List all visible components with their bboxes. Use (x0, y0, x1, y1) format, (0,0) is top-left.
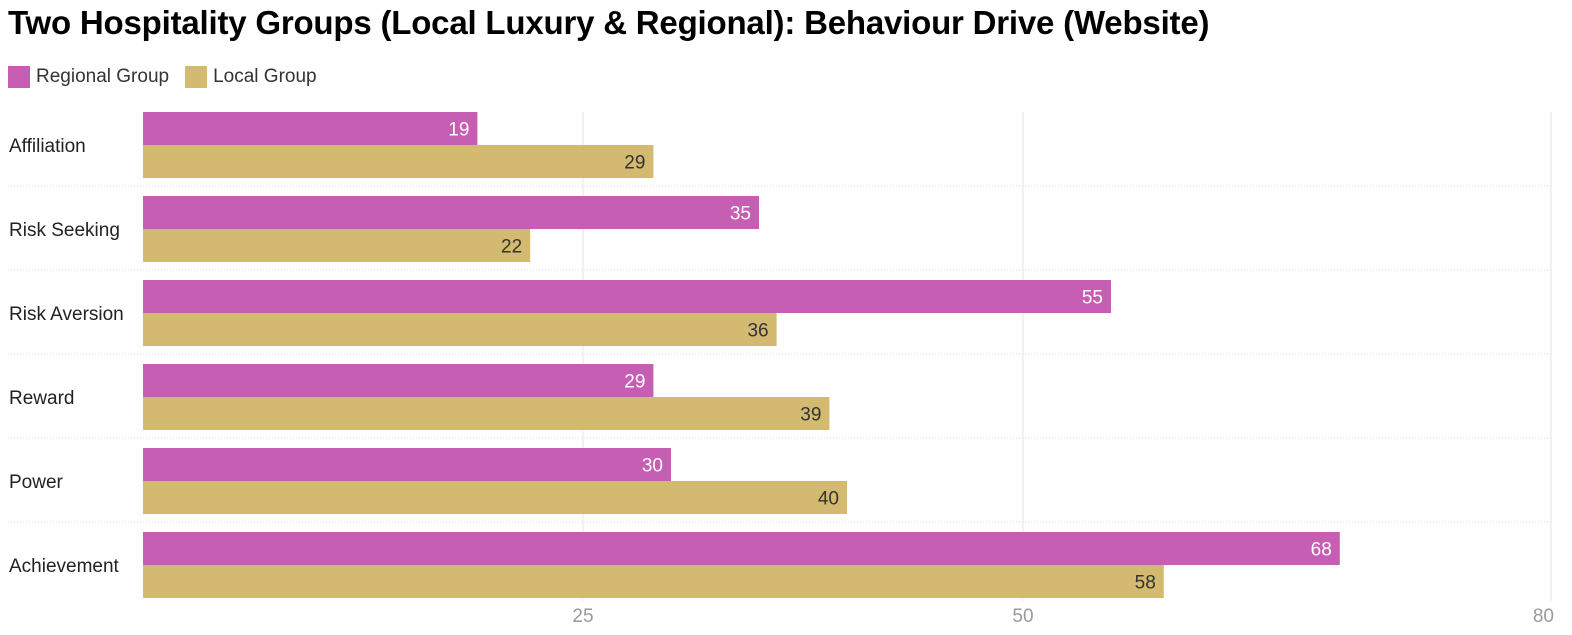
bar-local-group (143, 565, 1164, 598)
data-label-local-group: 40 (818, 489, 839, 510)
bar-local-group (143, 229, 531, 262)
bar-local-group (143, 481, 847, 514)
legend-swatch-regional (8, 66, 30, 88)
chart-title: Two Hospitality Groups (Local Luxury & R… (8, 4, 1210, 41)
x-tick-label-80: 80 (1533, 606, 1554, 627)
x-tick-label-25: 25 (572, 606, 593, 627)
bar-regional-group (143, 532, 1340, 565)
bar-regional-group (143, 112, 478, 145)
legend-swatch-local (185, 66, 208, 88)
data-label-regional-group: 55 (1082, 288, 1103, 309)
bar-regional-group (143, 364, 654, 397)
bar-regional-group (143, 448, 671, 481)
data-label-local-group: 22 (501, 237, 522, 258)
category-label-achievement: Achievement (9, 556, 120, 577)
category-label-power: Power (9, 472, 64, 493)
bar-regional-group (143, 280, 1111, 313)
data-label-regional-group: 30 (642, 456, 663, 477)
legend-item-regional[interactable]: Regional Group (8, 66, 169, 88)
bar-local-group (143, 397, 830, 430)
x-tick-label-50: 50 (1012, 606, 1033, 627)
legend-item-local[interactable]: Local Group (185, 66, 317, 88)
category-label-reward: Reward (9, 388, 74, 409)
data-label-local-group: 39 (800, 405, 821, 426)
legend: Regional Group Local Group (8, 66, 333, 88)
category-label-risk-seeking: Risk Seeking (9, 220, 120, 241)
bar-local-group (143, 313, 777, 346)
data-label-local-group: 36 (747, 321, 768, 342)
category-label-affiliation: Affiliation (9, 136, 86, 157)
data-label-regional-group: 35 (730, 204, 751, 225)
bar-regional-group (143, 196, 759, 229)
legend-label-local: Local Group (213, 66, 317, 87)
data-label-local-group: 29 (624, 153, 645, 174)
data-label-regional-group: 19 (448, 120, 469, 141)
category-label-risk-aversion: Risk Aversion (9, 304, 124, 325)
data-label-regional-group: 68 (1311, 540, 1332, 561)
bar-local-group (143, 145, 654, 178)
data-label-regional-group: 29 (624, 372, 645, 393)
data-label-local-group: 58 (1135, 573, 1156, 594)
legend-label-regional: Regional Group (36, 66, 170, 87)
